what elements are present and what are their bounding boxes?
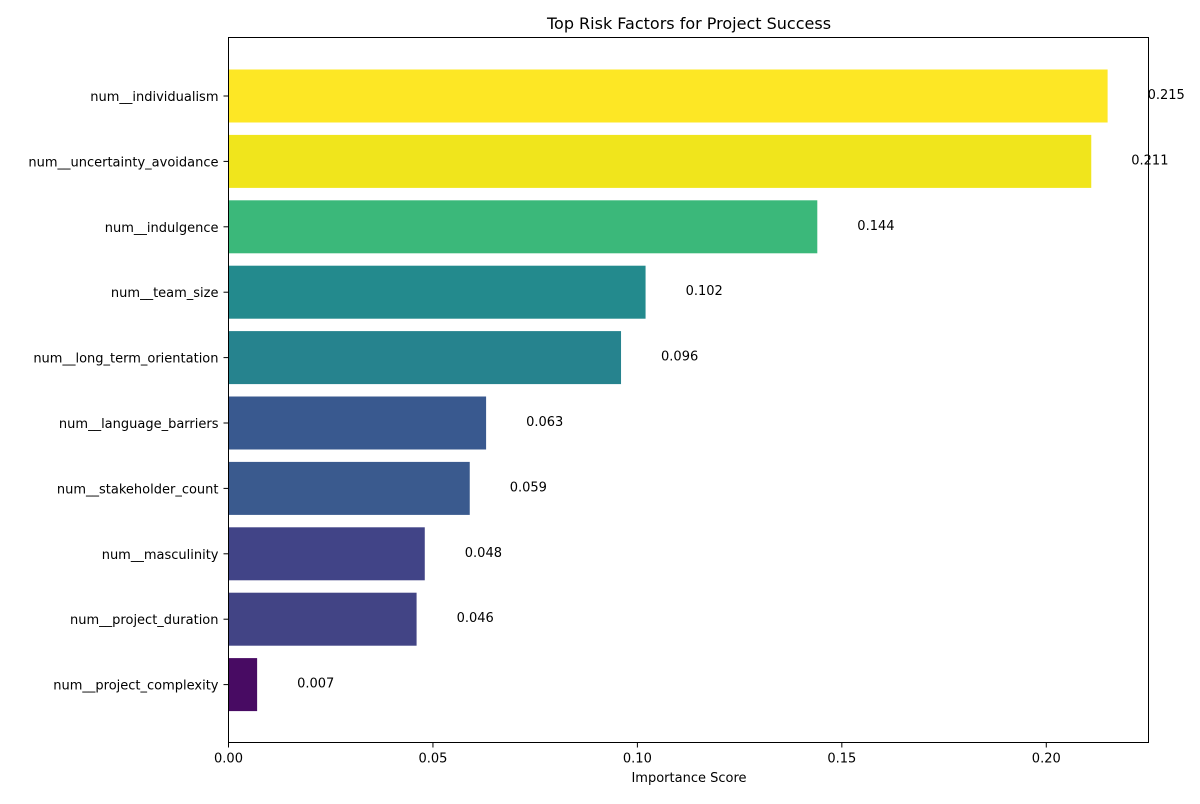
value-label: 0.063 bbox=[526, 415, 563, 430]
x-tick-label: 0.00 bbox=[214, 752, 243, 767]
y-tick-label: num__language_barriers bbox=[59, 417, 219, 432]
x-axis-label: Importance Score bbox=[631, 771, 746, 786]
plot-frame bbox=[228, 37, 1149, 743]
x-tick-label: 0.15 bbox=[827, 752, 856, 767]
y-tick-label: num__indulgence bbox=[105, 221, 219, 236]
bar-num-stakeholder-count bbox=[228, 461, 470, 515]
y-tick-label: num__masculinity bbox=[102, 548, 219, 563]
value-label: 0.215 bbox=[1148, 88, 1185, 103]
value-label: 0.046 bbox=[457, 611, 494, 626]
x-axis-ticks: 0.00 0.05 0.10 0.15 0.20 bbox=[214, 742, 1061, 767]
value-label: 0.007 bbox=[297, 677, 334, 692]
value-label: 0.144 bbox=[857, 219, 894, 234]
bar-num-indulgence bbox=[228, 200, 818, 254]
bar-num-masculinity bbox=[228, 527, 425, 581]
y-tick-label: num__team_size bbox=[111, 286, 219, 301]
bar-num-long-term-orientation bbox=[228, 331, 622, 385]
value-label: 0.048 bbox=[465, 546, 502, 561]
y-tick-label: num__uncertainty_avoidance bbox=[28, 155, 218, 170]
y-tick-label: num__individualism bbox=[90, 90, 218, 105]
value-label: 0.211 bbox=[1131, 153, 1168, 168]
value-label: 0.096 bbox=[661, 350, 698, 365]
y-tick-label: num__project_duration bbox=[70, 613, 218, 628]
bar-num-project-duration bbox=[228, 592, 417, 646]
category-labels: num__individualism num__uncertainty_avoid… bbox=[28, 90, 229, 694]
x-tick-label: 0.05 bbox=[418, 752, 447, 767]
bars-layer bbox=[228, 69, 1108, 712]
bar-num-project-complexity bbox=[228, 658, 258, 712]
y-tick-label: num__stakeholder_count bbox=[57, 482, 219, 497]
bar-num-uncertainty-avoidance bbox=[228, 134, 1092, 188]
chart-title: Top Risk Factors for Project Success bbox=[546, 14, 831, 33]
value-label: 0.102 bbox=[686, 284, 723, 299]
bar-num-language-barriers bbox=[228, 396, 487, 450]
bar-num-individualism bbox=[228, 69, 1108, 123]
y-tick-label: num__project_complexity bbox=[53, 679, 219, 694]
bar-num-team-size bbox=[228, 265, 646, 319]
value-labels: 0.215 0.211 0.144 0.102 0.096 0.063 0.059 0.048… bbox=[297, 88, 1185, 692]
x-tick-label: 0.10 bbox=[623, 752, 652, 767]
value-label: 0.059 bbox=[510, 480, 547, 495]
y-tick-label: num__long_term_orientation bbox=[33, 352, 218, 367]
x-tick-label: 0.20 bbox=[1032, 752, 1061, 767]
